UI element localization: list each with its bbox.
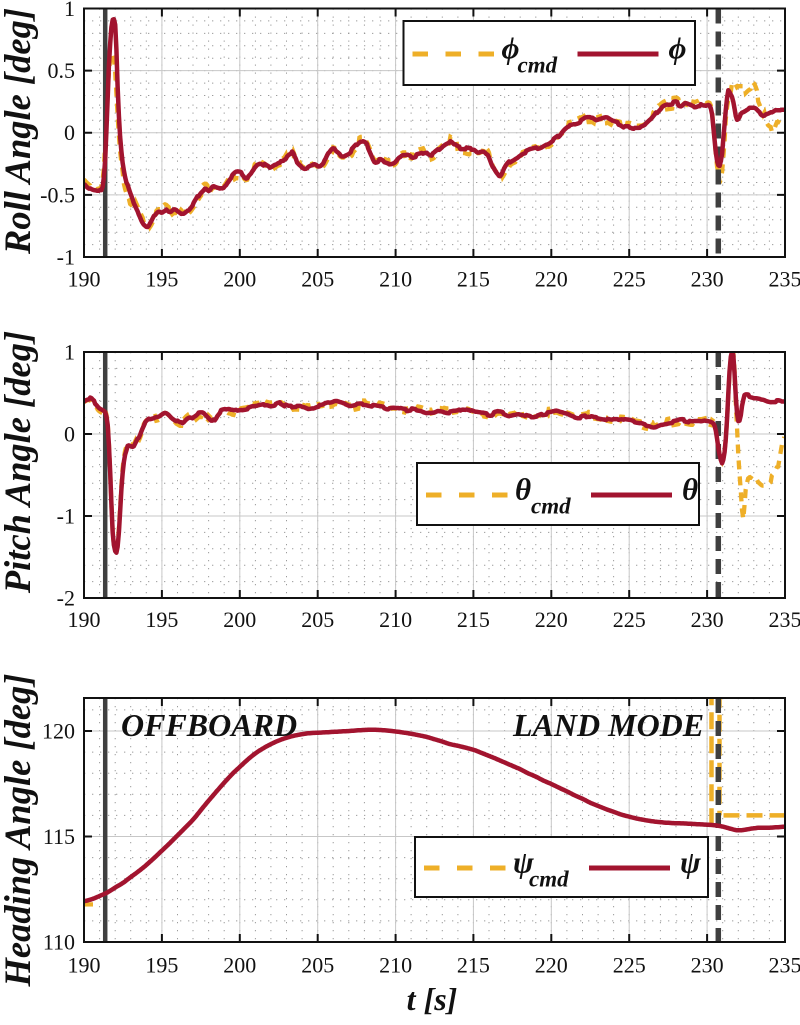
svg-text:200: 200 xyxy=(223,607,256,632)
svg-text:220: 220 xyxy=(535,267,568,292)
svg-text:225: 225 xyxy=(613,267,646,292)
svg-text:215: 215 xyxy=(457,607,490,632)
svg-text:195: 195 xyxy=(145,607,178,632)
svg-text:200: 200 xyxy=(223,267,256,292)
svg-text:215: 215 xyxy=(457,267,490,292)
svg-text:115: 115 xyxy=(43,824,75,849)
svg-text:Roll Angle [deg]: Roll Angle [deg] xyxy=(0,8,38,255)
svg-text:190: 190 xyxy=(68,607,101,632)
svg-text:210: 210 xyxy=(379,953,412,978)
svg-text:0.5: 0.5 xyxy=(48,58,76,83)
svg-text:210: 210 xyxy=(379,267,412,292)
svg-text:cmd: cmd xyxy=(529,866,569,891)
svg-text:1: 1 xyxy=(64,0,75,21)
svg-text:-1: -1 xyxy=(57,245,75,270)
svg-text:215: 215 xyxy=(457,953,490,978)
svg-text:230: 230 xyxy=(691,953,724,978)
svg-text:195: 195 xyxy=(145,267,178,292)
svg-text:205: 205 xyxy=(301,953,334,978)
svg-text:Heading Angle [deg]: Heading Angle [deg] xyxy=(0,674,38,988)
svg-text:190: 190 xyxy=(68,267,101,292)
svg-text:1: 1 xyxy=(64,340,75,365)
svg-text:0: 0 xyxy=(64,120,75,145)
svg-text:θ: θ xyxy=(515,472,531,507)
svg-text:cmd: cmd xyxy=(518,52,558,77)
svg-text:ϕ: ϕ xyxy=(669,31,687,66)
svg-text:θ: θ xyxy=(682,472,698,507)
svg-text:200: 200 xyxy=(223,953,256,978)
svg-text:t [s]: t [s] xyxy=(407,981,458,1017)
svg-text:220: 220 xyxy=(535,607,568,632)
svg-text:190: 190 xyxy=(68,953,101,978)
svg-text:220: 220 xyxy=(535,953,568,978)
svg-text:210: 210 xyxy=(379,607,412,632)
svg-text:cmd: cmd xyxy=(531,493,571,518)
svg-text:OFFBOARD: OFFBOARD xyxy=(121,707,297,743)
svg-text:110: 110 xyxy=(43,930,75,955)
svg-text:-2: -2 xyxy=(57,586,75,611)
svg-text:-0.5: -0.5 xyxy=(40,182,75,207)
svg-text:0: 0 xyxy=(64,422,75,447)
svg-text:ψ: ψ xyxy=(680,845,701,880)
svg-text:-1: -1 xyxy=(57,504,75,529)
svg-text:205: 205 xyxy=(301,267,334,292)
svg-text:Pitch Angle [deg]: Pitch Angle [deg] xyxy=(0,331,38,594)
svg-text:235: 235 xyxy=(769,607,800,632)
svg-text:LAND MODE: LAND MODE xyxy=(512,707,704,743)
svg-text:230: 230 xyxy=(691,267,724,292)
svg-text:205: 205 xyxy=(301,607,334,632)
svg-text:195: 195 xyxy=(145,953,178,978)
svg-text:230: 230 xyxy=(691,607,724,632)
svg-text:235: 235 xyxy=(769,267,800,292)
svg-text:235: 235 xyxy=(769,953,800,978)
svg-text:120: 120 xyxy=(42,719,75,744)
svg-text:225: 225 xyxy=(613,953,646,978)
svg-text:225: 225 xyxy=(613,607,646,632)
